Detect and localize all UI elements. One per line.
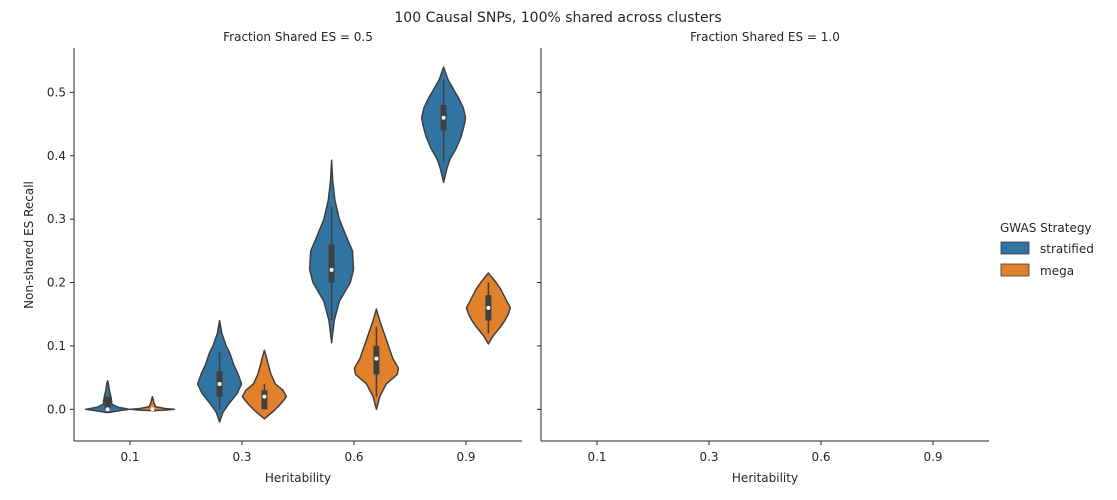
violin-iqr-box-stratified-0.6: [328, 244, 335, 283]
violin-median-mega-0.1: [150, 407, 155, 412]
panel-left-y-tick-label: 0.5: [47, 85, 66, 99]
legend-swatch-mega: [1000, 263, 1030, 277]
panel-left-y-tick-label: 0.2: [47, 276, 66, 290]
violin-median-mega-0.3: [262, 394, 267, 399]
panel-right-title: Fraction Shared ES = 1.0: [690, 30, 840, 44]
panel-left-x-label: Heritability: [265, 471, 331, 485]
panel-left-x-tick-label: 0.9: [456, 450, 475, 464]
violin-median-mega-0.9: [486, 305, 491, 310]
panel-left-x-tick-label: 0.3: [232, 450, 251, 464]
panel-left: Fraction Shared ES = 0.5 0.0 0.1 0.2 0.3 0.4…: [22, 30, 522, 485]
violin-iqr-box-mega-0.3: [261, 390, 268, 410]
violin-median-stratified-0.6: [329, 267, 334, 272]
panel-left-title: Fraction Shared ES = 0.5: [223, 30, 373, 44]
panel-right-x-tick-label: 0.3: [699, 450, 718, 464]
panel-left-y-ticks: 0.0 0.1 0.2 0.3 0.4 0.5: [47, 85, 74, 416]
violin-median-stratified-0.1: [105, 407, 110, 412]
violin-iqr-box-stratified-0.1: [104, 396, 111, 410]
panel-right-x-tick-label: 0.6: [811, 450, 830, 464]
legend-swatch-stratified: [1000, 241, 1030, 255]
panel-left-x-tick-label: 0.1: [120, 450, 139, 464]
panel-right-x-label: Heritability: [732, 471, 798, 485]
legend-label-mega: mega: [1040, 264, 1074, 278]
panel-right-x-tick-label: 0.1: [587, 450, 606, 464]
panel-left-x-tick-label: 0.6: [344, 450, 363, 464]
figure-suptitle: 100 Causal SNPs, 100% shared across clus…: [394, 10, 721, 26]
violin-median-mega-0.6: [374, 356, 379, 361]
panel-left-y-label: Non-shared ES Recall: [22, 181, 36, 309]
legend-label-stratified: stratified: [1040, 242, 1094, 256]
panel-left-x-ticks: 0.1 0.3 0.6 0.9: [120, 441, 476, 464]
panel-left-violins: [84, 66, 512, 423]
panel-right-x-tick-label: 0.9: [923, 450, 942, 464]
panel-left-y-tick-label: 0.4: [47, 149, 66, 163]
panel-right: Fraction Shared ES = 1.0 0.1 0.3 0.6 0.9 He…: [537, 30, 989, 485]
violin-median-stratified-0.3: [217, 381, 222, 386]
legend: GWAS Strategy stratified mega: [1000, 221, 1094, 278]
panel-left-y-tick-label: 0.1: [47, 339, 66, 353]
panel-right-y-ticks: [537, 91, 541, 410]
violin-mega-0.1: [129, 395, 176, 412]
violin-median-stratified-0.9: [441, 115, 446, 120]
panel-left-y-tick-label: 0.3: [47, 212, 66, 226]
panel-left-y-tick-label: 0.0: [47, 402, 66, 416]
panel-right-x-ticks: 0.1 0.3 0.6 0.9: [587, 441, 943, 464]
legend-title: GWAS Strategy: [1000, 221, 1092, 235]
